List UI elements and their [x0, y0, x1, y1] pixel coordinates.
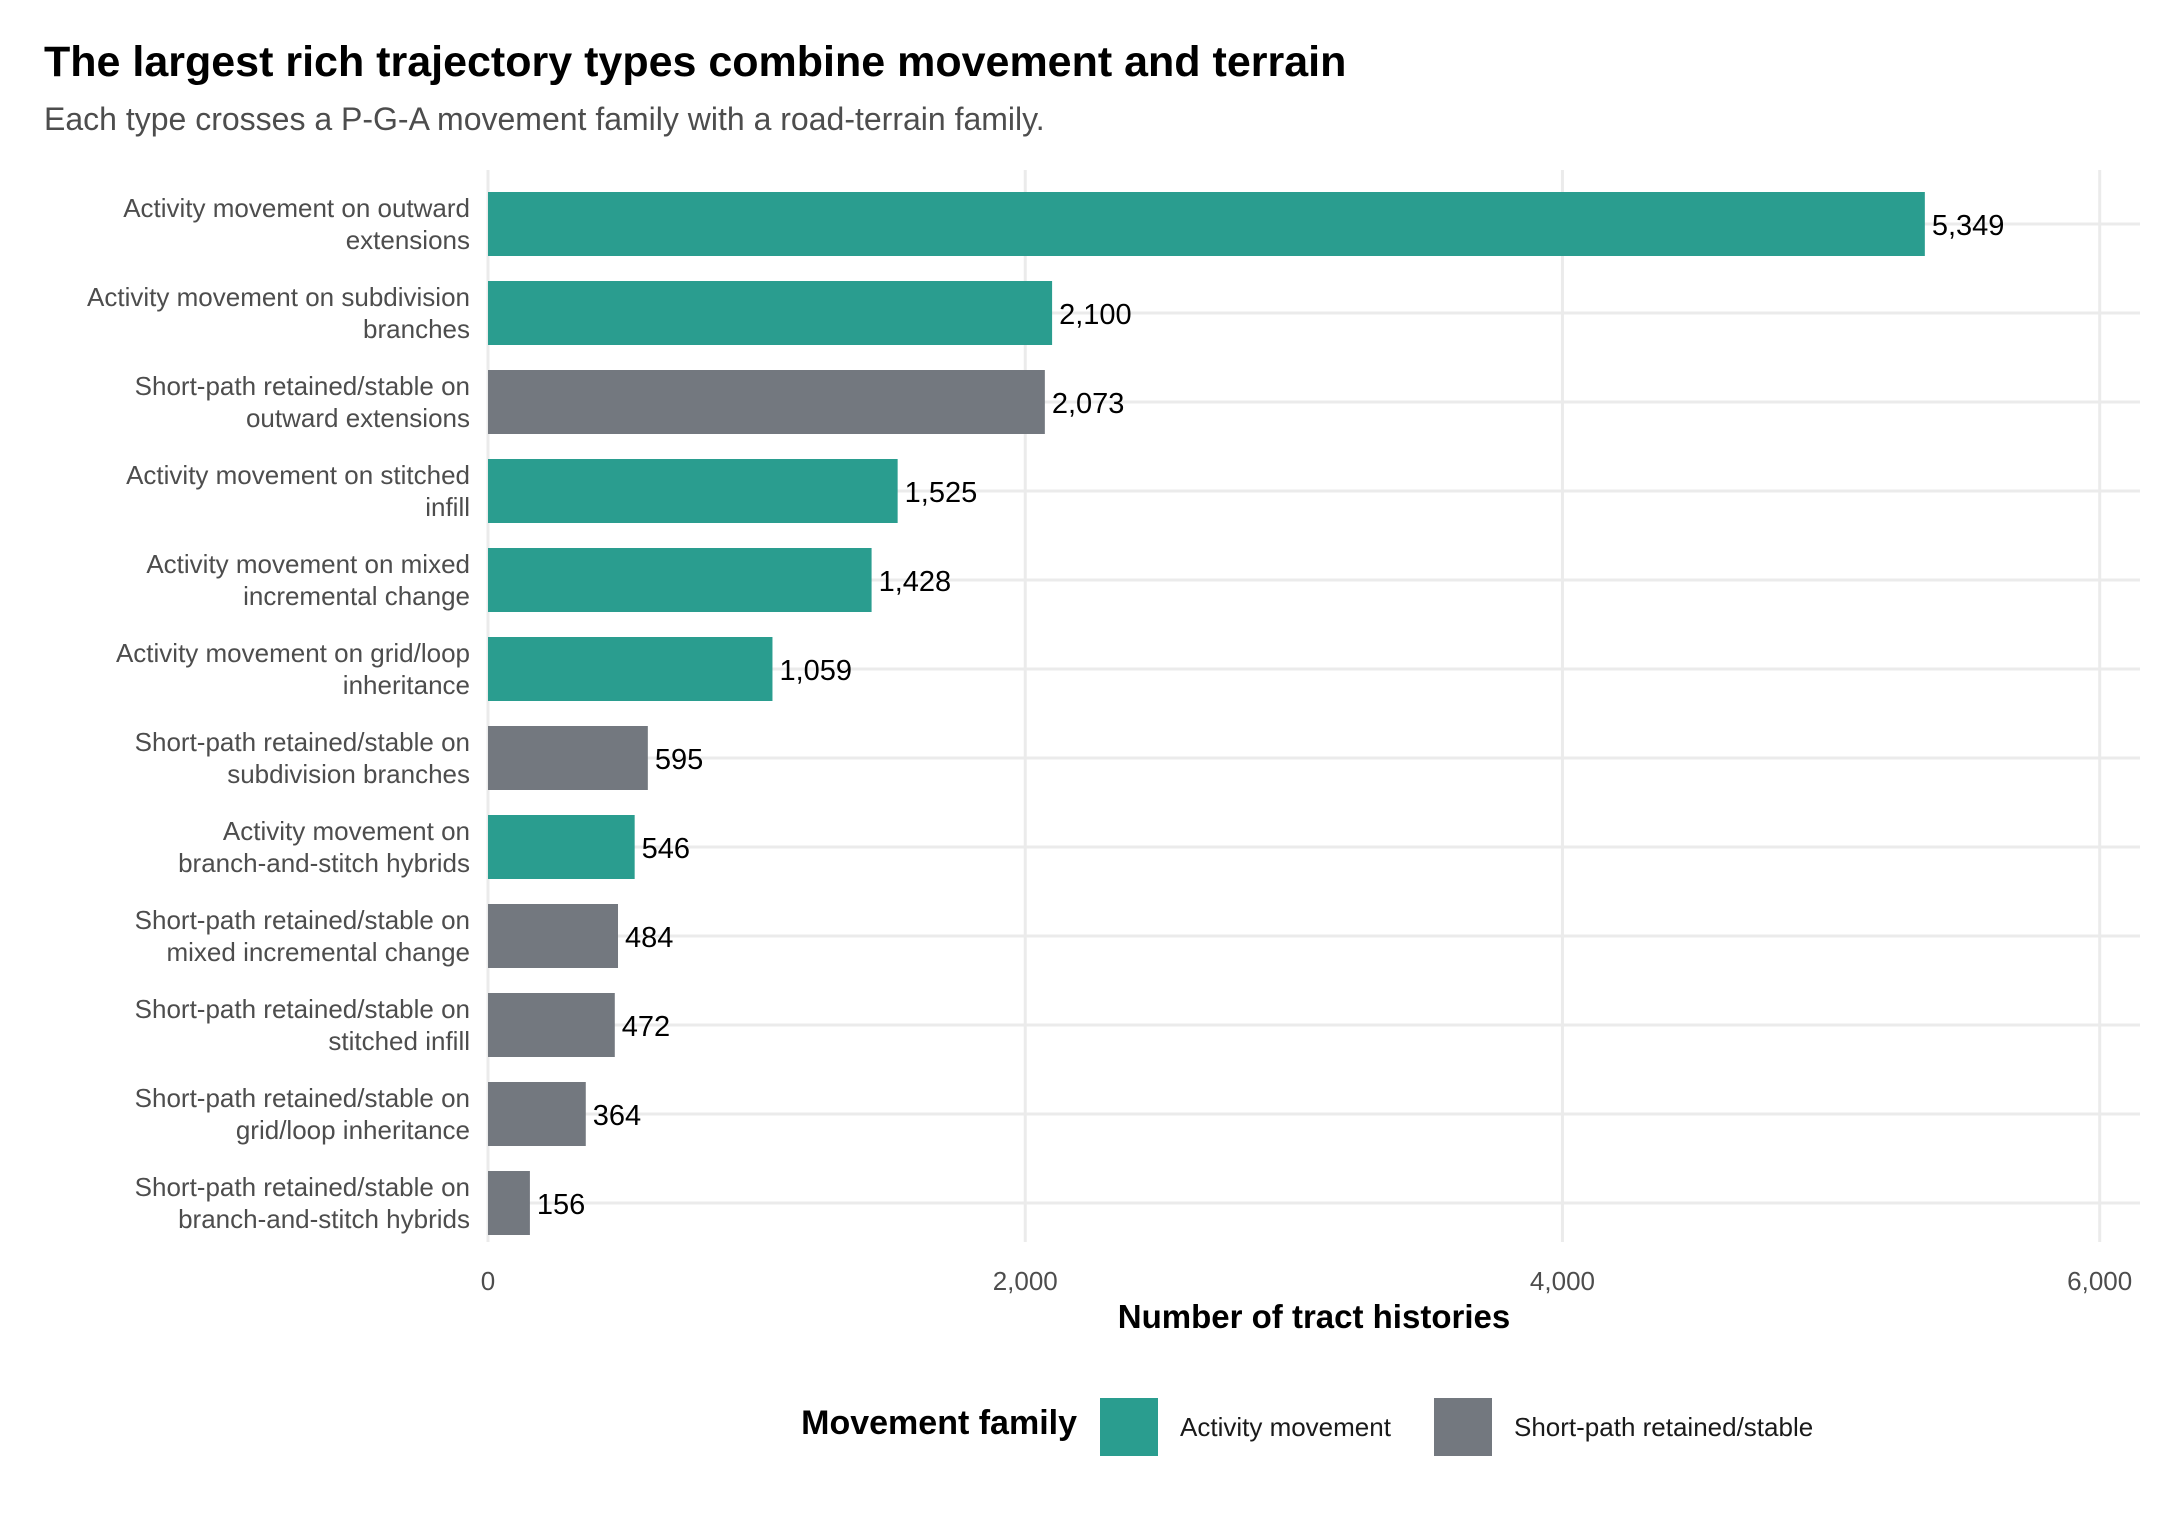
category-label-activity-movement-on-mixed-incremental-change: Activity movement on mixed incremental ch… — [146, 549, 470, 611]
legend-title: Movement family — [801, 1404, 1077, 1442]
bar-short-path-retained-stable-on-stitched-infill — [488, 993, 615, 1057]
bar-short-path-retained-stable-on-branch-and-stitch-hybrids — [488, 1171, 530, 1235]
bars — [488, 192, 1925, 1235]
bar-activity-movement-on-outward-extensions — [488, 192, 1925, 256]
value-label-short-path-retained-stable-on-mixed-incremental-change: 484 — [625, 922, 673, 954]
category-label-activity-movement-on-stitched-infill: Activity movement on stitched infill — [126, 460, 470, 522]
chart-title: The largest rich trajectory types combin… — [44, 38, 1346, 86]
category-label-activity-movement-on-grid-loop-inheritance: Activity movement on grid/loop inheritanc… — [116, 638, 470, 700]
bar-activity-movement-on-subdivision-branches — [488, 281, 1053, 345]
value-label-activity-movement-on-mixed-incremental-change: 1,428 — [879, 566, 952, 598]
legend-swatch-short-path-retained-stable — [1434, 1398, 1492, 1456]
x-axis-title: Number of tract histories — [1118, 1298, 1510, 1335]
x-axis-ticks: 0 2,000 4,000 6,000 — [481, 1266, 2132, 1296]
legend-label-short-path-retained-stable: Short-path retained/stable — [1514, 1412, 1813, 1442]
x-tick-label-4-000: 4,000 — [1530, 1266, 1595, 1296]
category-labels: Activity movement on outward extensions Ac… — [87, 193, 470, 1234]
value-label-short-path-retained-stable-on-subdivision-branches: 595 — [655, 744, 703, 776]
value-label-short-path-retained-stable-on-grid-loop-inheritance: 364 — [593, 1100, 641, 1132]
legend: Movement family Activity movement Short-… — [801, 1398, 1813, 1456]
value-label-activity-movement-on-stitched-infill: 1,525 — [905, 477, 978, 509]
value-label-short-path-retained-stable-on-stitched-infill: 472 — [622, 1011, 670, 1043]
category-label-activity-movement-on-outward-extensions: Activity movement on outward extensions — [123, 193, 470, 255]
category-label-short-path-retained-stable-on-outward-extensions: Short-path retained/stable on outward ext… — [135, 371, 470, 433]
value-label-activity-movement-on-grid-loop-inheritance: 1,059 — [779, 655, 852, 687]
bar-short-path-retained-stable-on-subdivision-branches — [488, 726, 648, 790]
bar-activity-movement-on-branch-and-stitch-hybrids — [488, 815, 635, 879]
chart-subtitle: Each type crosses a P-G-A movement famil… — [44, 101, 1045, 137]
bar-activity-movement-on-mixed-incremental-change — [488, 548, 872, 612]
category-label-short-path-retained-stable-on-mixed-incremental-change: Short-path retained/stable on mixed incre… — [135, 905, 470, 967]
bar-short-path-retained-stable-on-mixed-incremental-change — [488, 904, 619, 968]
value-label-short-path-retained-stable-on-outward-extensions: 2,073 — [1052, 388, 1125, 420]
value-label-activity-movement-on-outward-extensions: 5,349 — [1932, 210, 2005, 242]
legend-label-activity-movement: Activity movement — [1180, 1412, 1392, 1442]
category-label-short-path-retained-stable-on-grid-loop-inheritance: Short-path retained/stable on grid/loop i… — [135, 1083, 470, 1145]
category-label-activity-movement-on-subdivision-branches: Activity movement on subdivision branches — [87, 282, 470, 344]
x-tick-label-6-000: 6,000 — [2067, 1266, 2132, 1296]
category-label-short-path-retained-stable-on-branch-and-stitch-hybrids: Short-path retained/stable on branch-and-… — [135, 1172, 470, 1234]
bar-short-path-retained-stable-on-grid-loop-inheritance — [488, 1082, 586, 1146]
x-tick-label-0: 0 — [481, 1266, 495, 1296]
category-label-activity-movement-on-branch-and-stitch-hybrids: Activity movement on branch-and-stitch hy… — [178, 816, 470, 878]
value-labels: 5,349 2,100 2,073 1,525 1,428 1,059 595 546 484 4… — [537, 210, 2005, 1221]
legend-swatch-activity-movement — [1100, 1398, 1158, 1456]
value-label-activity-movement-on-subdivision-branches: 2,100 — [1059, 299, 1132, 331]
category-label-short-path-retained-stable-on-stitched-infill: Short-path retained/stable on stitched in… — [135, 994, 470, 1056]
value-label-short-path-retained-stable-on-branch-and-stitch-hybrids: 156 — [537, 1189, 585, 1221]
bar-activity-movement-on-stitched-infill — [488, 459, 898, 523]
x-tick-label-2-000: 2,000 — [993, 1266, 1058, 1296]
value-label-activity-movement-on-branch-and-stitch-hybrids: 546 — [642, 833, 690, 865]
bar-activity-movement-on-grid-loop-inheritance — [488, 637, 773, 701]
category-label-short-path-retained-stable-on-subdivision-branches: Short-path retained/stable on subdivision… — [135, 727, 470, 789]
bar-short-path-retained-stable-on-outward-extensions — [488, 370, 1045, 434]
